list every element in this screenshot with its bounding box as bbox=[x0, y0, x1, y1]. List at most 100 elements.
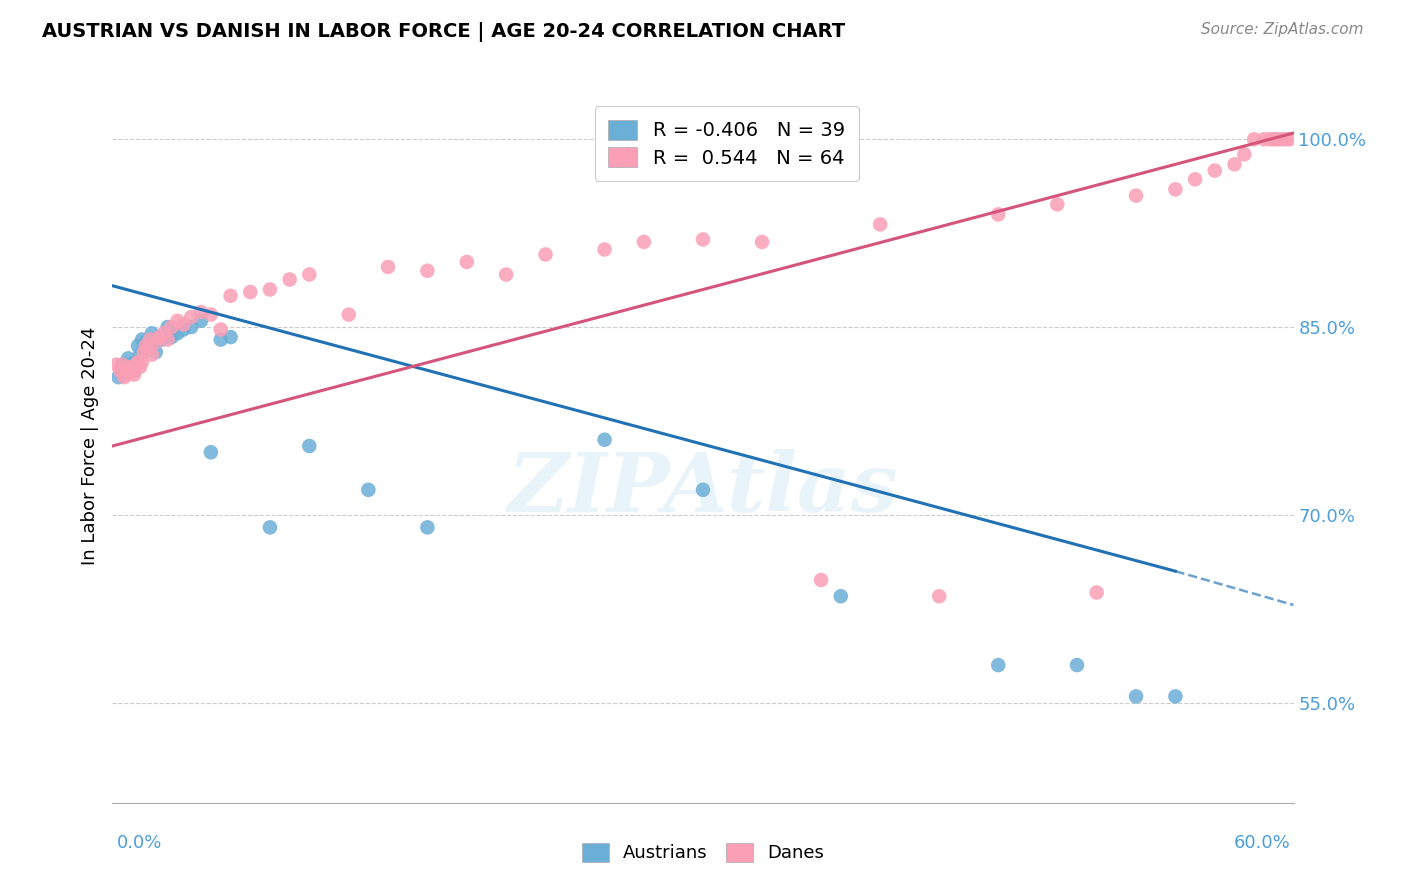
Text: ZIPAtlas: ZIPAtlas bbox=[508, 449, 898, 529]
Point bbox=[145, 345, 167, 359]
Point bbox=[239, 285, 262, 299]
Point bbox=[1278, 132, 1301, 146]
Point bbox=[1223, 157, 1246, 171]
Point bbox=[190, 305, 212, 319]
Point bbox=[180, 320, 202, 334]
Text: Source: ZipAtlas.com: Source: ZipAtlas.com bbox=[1201, 22, 1364, 37]
Point bbox=[416, 520, 439, 534]
Point bbox=[166, 326, 188, 341]
Point bbox=[156, 320, 179, 334]
Point bbox=[278, 272, 301, 286]
Point bbox=[337, 308, 360, 322]
Point bbox=[633, 235, 655, 249]
Point bbox=[117, 364, 139, 378]
Point bbox=[200, 308, 222, 322]
Point bbox=[751, 235, 773, 249]
Y-axis label: In Labor Force | Age 20-24: In Labor Force | Age 20-24 bbox=[80, 326, 98, 566]
Point bbox=[692, 232, 714, 246]
Text: 60.0%: 60.0% bbox=[1234, 834, 1291, 852]
Point bbox=[416, 264, 439, 278]
Point bbox=[166, 314, 188, 328]
Point bbox=[125, 358, 148, 372]
Point bbox=[122, 364, 145, 378]
Point bbox=[112, 370, 135, 384]
Point bbox=[120, 360, 142, 375]
Point bbox=[1066, 658, 1088, 673]
Point bbox=[150, 333, 173, 347]
Point bbox=[112, 364, 135, 378]
Point bbox=[830, 589, 852, 603]
Text: 0.0%: 0.0% bbox=[117, 834, 162, 852]
Point bbox=[139, 333, 162, 347]
Point bbox=[145, 335, 167, 350]
Point bbox=[869, 218, 891, 232]
Point bbox=[1271, 132, 1294, 146]
Point bbox=[357, 483, 380, 497]
Point bbox=[377, 260, 399, 274]
Point bbox=[1263, 132, 1285, 146]
Point bbox=[593, 433, 616, 447]
Point bbox=[495, 268, 517, 282]
Point bbox=[1204, 163, 1226, 178]
Point bbox=[141, 326, 163, 341]
Point bbox=[209, 322, 232, 336]
Point bbox=[125, 358, 148, 372]
Point bbox=[1274, 132, 1296, 146]
Point bbox=[149, 330, 172, 344]
Point bbox=[298, 439, 321, 453]
Point bbox=[1125, 690, 1147, 704]
Point bbox=[1267, 132, 1289, 146]
Point bbox=[131, 333, 153, 347]
Point bbox=[152, 326, 174, 341]
Point bbox=[1243, 132, 1265, 146]
Point bbox=[172, 318, 194, 332]
Legend: Austrians, Danes: Austrians, Danes bbox=[575, 836, 831, 870]
Point bbox=[1233, 147, 1256, 161]
Point bbox=[1258, 132, 1281, 146]
Point bbox=[135, 335, 157, 350]
Point bbox=[1164, 182, 1187, 196]
Point bbox=[136, 343, 159, 357]
Point bbox=[111, 358, 134, 372]
Point bbox=[131, 355, 153, 369]
Point bbox=[534, 247, 557, 261]
Point bbox=[156, 333, 179, 347]
Point bbox=[1046, 197, 1069, 211]
Point bbox=[117, 351, 139, 366]
Point bbox=[1085, 585, 1108, 599]
Point bbox=[1164, 690, 1187, 704]
Point bbox=[115, 358, 138, 372]
Point bbox=[129, 360, 152, 375]
Point bbox=[160, 330, 183, 344]
Point bbox=[928, 589, 950, 603]
Point bbox=[160, 320, 183, 334]
Point bbox=[200, 445, 222, 459]
Point bbox=[127, 355, 149, 369]
Point bbox=[115, 368, 138, 382]
Point bbox=[209, 333, 232, 347]
Point bbox=[120, 360, 142, 375]
Point bbox=[121, 364, 143, 378]
Point bbox=[132, 343, 155, 357]
Text: AUSTRIAN VS DANISH IN LABOR FORCE | AGE 20-24 CORRELATION CHART: AUSTRIAN VS DANISH IN LABOR FORCE | AGE … bbox=[42, 22, 845, 42]
Point bbox=[139, 335, 162, 350]
Point bbox=[107, 370, 129, 384]
Point bbox=[110, 364, 132, 378]
Point bbox=[259, 520, 281, 534]
Legend: R = -0.406   N = 39, R =  0.544   N = 64: R = -0.406 N = 39, R = 0.544 N = 64 bbox=[595, 106, 859, 181]
Point bbox=[172, 322, 194, 336]
Point bbox=[692, 483, 714, 497]
Point bbox=[135, 339, 157, 353]
Point bbox=[987, 207, 1010, 221]
Point bbox=[810, 573, 832, 587]
Point bbox=[298, 268, 321, 282]
Point bbox=[1253, 132, 1275, 146]
Point bbox=[593, 243, 616, 257]
Point bbox=[456, 255, 478, 269]
Point bbox=[180, 310, 202, 324]
Point bbox=[136, 343, 159, 357]
Point bbox=[190, 314, 212, 328]
Point bbox=[1184, 172, 1206, 186]
Point bbox=[219, 330, 242, 344]
Point bbox=[132, 345, 155, 359]
